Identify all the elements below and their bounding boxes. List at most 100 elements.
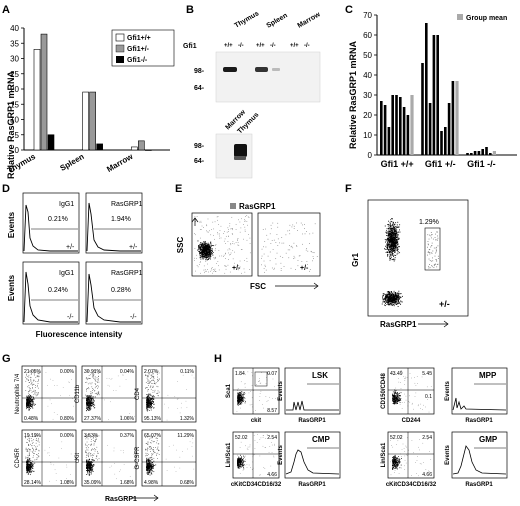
event-dot	[237, 398, 239, 399]
event-dot	[237, 240, 238, 241]
event-dot	[180, 483, 182, 484]
event-dot	[237, 393, 239, 395]
event-dot	[229, 222, 231, 224]
event-dot	[150, 395, 152, 396]
event-dot	[28, 443, 29, 445]
event-dot	[239, 399, 241, 400]
event-dot	[393, 245, 395, 247]
event-dot	[200, 257, 202, 258]
event-dot	[37, 393, 39, 395]
event-dot	[147, 403, 148, 405]
event-dot	[156, 449, 158, 450]
event-dot	[390, 238, 392, 240]
event-dot	[302, 233, 304, 235]
event-dot	[397, 399, 399, 401]
event-dot	[276, 252, 278, 254]
event-dot	[94, 441, 96, 443]
event-dot	[399, 224, 401, 226]
quadrant-value: 0.00%	[60, 369, 75, 375]
event-dot	[146, 466, 147, 468]
event-dot	[291, 245, 293, 247]
event-dot	[70, 453, 72, 455]
event-dot	[392, 239, 394, 241]
event-dot	[190, 419, 191, 420]
blot-tissue-thymus: Thymus	[234, 10, 261, 30]
blot-band	[234, 144, 247, 157]
event-dot	[97, 452, 98, 454]
event-dot	[262, 229, 264, 230]
event-dot	[147, 441, 149, 443]
event-dot	[393, 228, 395, 230]
event-dot	[29, 464, 31, 466]
event-dot	[223, 240, 225, 242]
event-dot	[33, 391, 35, 392]
event-dot	[27, 404, 29, 406]
event-dot	[149, 387, 151, 388]
event-dot	[25, 449, 27, 451]
event-dot	[152, 379, 154, 381]
event-dot	[398, 292, 400, 294]
event-dot	[395, 235, 397, 237]
event-dot	[147, 464, 148, 466]
event-dot	[394, 236, 396, 238]
event-dot	[86, 404, 88, 406]
event-dot	[30, 471, 32, 472]
event-dot	[202, 251, 204, 252]
event-dot	[29, 388, 31, 389]
event-dot	[387, 247, 389, 249]
event-dot	[94, 404, 96, 406]
event-dot	[387, 230, 389, 232]
event-dot	[26, 451, 28, 452]
event-dot	[146, 467, 148, 469]
event-dot	[209, 230, 210, 232]
event-dot	[98, 458, 100, 460]
event-dot	[394, 297, 396, 299]
event-dot	[392, 228, 394, 230]
event-dot	[49, 447, 50, 449]
event-dot	[34, 374, 35, 376]
panel-label-e: E	[175, 183, 182, 195]
event-dot	[92, 372, 94, 374]
quadrant-value: 0.48%	[24, 416, 39, 422]
event-dot	[149, 462, 151, 464]
event-dot	[33, 403, 35, 405]
event-dot	[31, 372, 32, 374]
event-dot	[86, 466, 88, 467]
axis-label: Events	[278, 381, 284, 401]
event-dot	[28, 464, 29, 466]
event-dot	[394, 301, 396, 303]
event-dot	[394, 229, 396, 231]
event-dot	[386, 232, 388, 234]
event-dot	[393, 244, 395, 246]
event-dot	[27, 397, 29, 398]
event-dot	[151, 401, 153, 403]
event-dot	[27, 467, 29, 469]
event-dot	[186, 370, 188, 372]
event-dot	[90, 444, 92, 446]
event-dot	[397, 251, 399, 252]
event-dot	[237, 396, 238, 398]
event-dot	[30, 464, 32, 466]
event-dot	[210, 241, 212, 243]
event-dot	[108, 377, 110, 379]
panel-d-ylabel-top: Events	[7, 211, 16, 238]
bar	[402, 107, 406, 155]
event-dot	[394, 296, 396, 298]
event-dot	[89, 401, 91, 403]
event-dot	[202, 247, 204, 249]
bar	[428, 103, 432, 155]
event-dot	[86, 403, 87, 405]
event-dot	[387, 301, 389, 303]
event-dot	[200, 248, 202, 249]
event-dot	[32, 391, 34, 392]
event-dot	[33, 471, 35, 473]
event-dot	[152, 391, 154, 393]
event-dot	[34, 403, 36, 405]
event-dot	[151, 464, 153, 466]
event-dot	[207, 242, 209, 244]
event-dot	[29, 465, 31, 467]
event-dot	[31, 465, 33, 467]
event-dot	[95, 385, 97, 387]
event-dot	[428, 238, 430, 240]
quadrant-value: 0.04%	[120, 369, 135, 375]
